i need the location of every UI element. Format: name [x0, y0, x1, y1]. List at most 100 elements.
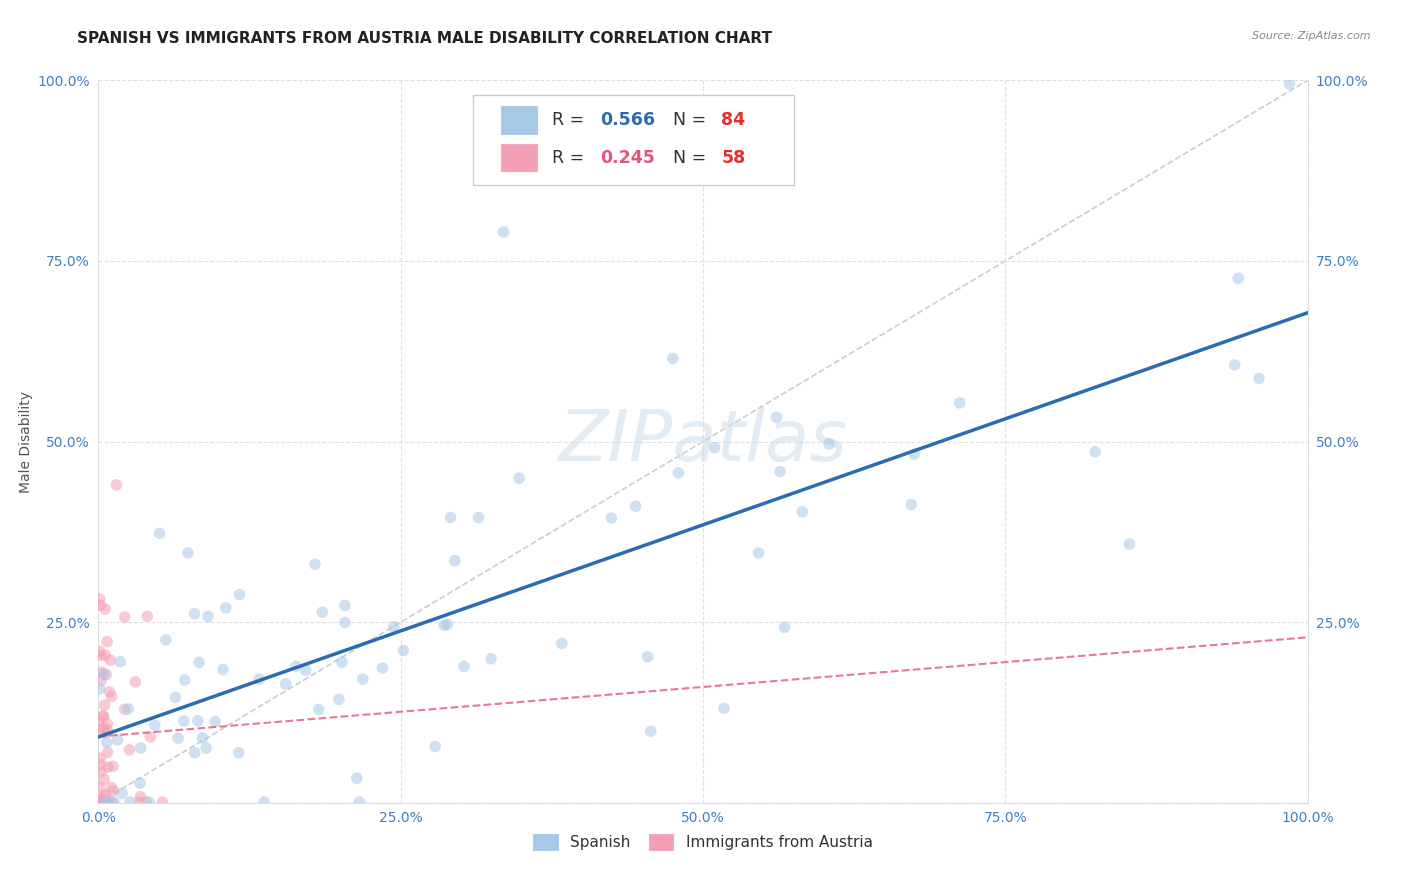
Point: [135, 795, 157, 809]
Point: [94, 726, 117, 740]
Point: [903, 447, 925, 461]
Point: [792, 505, 814, 519]
Point: [90, 673, 112, 688]
Point: [212, 663, 235, 677]
Point: [97, 795, 120, 809]
Point: [818, 437, 841, 451]
Point: [93, 772, 115, 787]
Point: [1227, 271, 1250, 285]
Point: [600, 511, 623, 525]
Point: [328, 692, 350, 706]
Point: [89, 795, 111, 809]
Point: [118, 743, 141, 757]
Point: [107, 732, 129, 747]
Point: [89, 795, 111, 809]
Point: [96, 716, 118, 731]
Point: [89, 795, 111, 809]
Point: [94, 788, 117, 802]
Point: [138, 795, 160, 809]
Point: [129, 741, 152, 756]
Point: [165, 690, 187, 705]
Point: [89, 795, 111, 809]
Point: [108, 655, 131, 669]
Point: [330, 655, 353, 669]
Point: [96, 667, 118, 681]
Point: [423, 739, 446, 754]
Point: [93, 795, 115, 809]
Point: [98, 685, 121, 699]
Point: [747, 546, 769, 560]
Point: [103, 795, 125, 809]
Point: [150, 795, 173, 809]
Point: [128, 795, 150, 809]
FancyBboxPatch shape: [474, 95, 793, 185]
Point: [666, 466, 689, 480]
Point: [101, 795, 124, 809]
Text: R =: R =: [551, 111, 589, 129]
Point: [183, 746, 205, 760]
Point: [129, 789, 152, 804]
Point: [1084, 444, 1107, 458]
Point: [191, 731, 214, 745]
Point: [188, 656, 211, 670]
Point: [117, 702, 139, 716]
Point: [247, 672, 270, 686]
Point: [349, 795, 371, 809]
Point: [96, 634, 118, 648]
Point: [551, 636, 574, 650]
Point: [308, 702, 330, 716]
Point: [769, 465, 792, 479]
Point: [89, 648, 111, 663]
Point: [900, 498, 922, 512]
Point: [392, 643, 415, 657]
Point: [285, 659, 308, 673]
Point: [94, 648, 117, 662]
Point: [114, 702, 136, 716]
Text: 58: 58: [721, 149, 745, 167]
Point: [91, 795, 114, 809]
Point: [311, 605, 333, 619]
Text: N =: N =: [672, 149, 711, 167]
Point: [155, 632, 177, 647]
Point: [90, 757, 112, 772]
Legend: Spanish, Immigrants from Austria: Spanish, Immigrants from Austria: [527, 829, 879, 856]
Point: [89, 780, 111, 795]
Point: [765, 410, 787, 425]
Point: [100, 690, 122, 704]
Text: 0.245: 0.245: [600, 149, 655, 167]
Point: [333, 615, 356, 630]
Point: [89, 751, 111, 765]
Y-axis label: Male Disability: Male Disability: [20, 391, 34, 492]
Point: [508, 471, 530, 485]
Point: [703, 441, 725, 455]
Point: [444, 554, 467, 568]
Point: [333, 599, 356, 613]
Point: [100, 780, 122, 795]
Point: [129, 776, 152, 790]
Point: [352, 672, 374, 686]
Point: [274, 677, 297, 691]
Point: [197, 609, 219, 624]
Point: [204, 714, 226, 729]
Point: [96, 735, 118, 749]
Point: [1247, 371, 1270, 385]
Point: [93, 709, 115, 723]
Point: [177, 546, 200, 560]
Point: [114, 610, 136, 624]
Text: N =: N =: [672, 111, 711, 129]
Point: [94, 602, 117, 616]
Point: [173, 714, 195, 728]
Text: SPANISH VS IMMIGRANTS FROM AUSTRIA MALE DISABILITY CORRELATION CHART: SPANISH VS IMMIGRANTS FROM AUSTRIA MALE …: [77, 31, 772, 46]
Point: [97, 760, 120, 774]
Point: [89, 714, 111, 729]
Point: [187, 714, 209, 728]
Point: [111, 787, 134, 801]
Point: [89, 795, 111, 809]
Point: [91, 795, 114, 809]
Point: [93, 795, 115, 809]
Point: [89, 795, 111, 809]
Point: [215, 600, 238, 615]
Point: [94, 795, 117, 809]
Point: [304, 558, 326, 572]
Point: [149, 526, 172, 541]
